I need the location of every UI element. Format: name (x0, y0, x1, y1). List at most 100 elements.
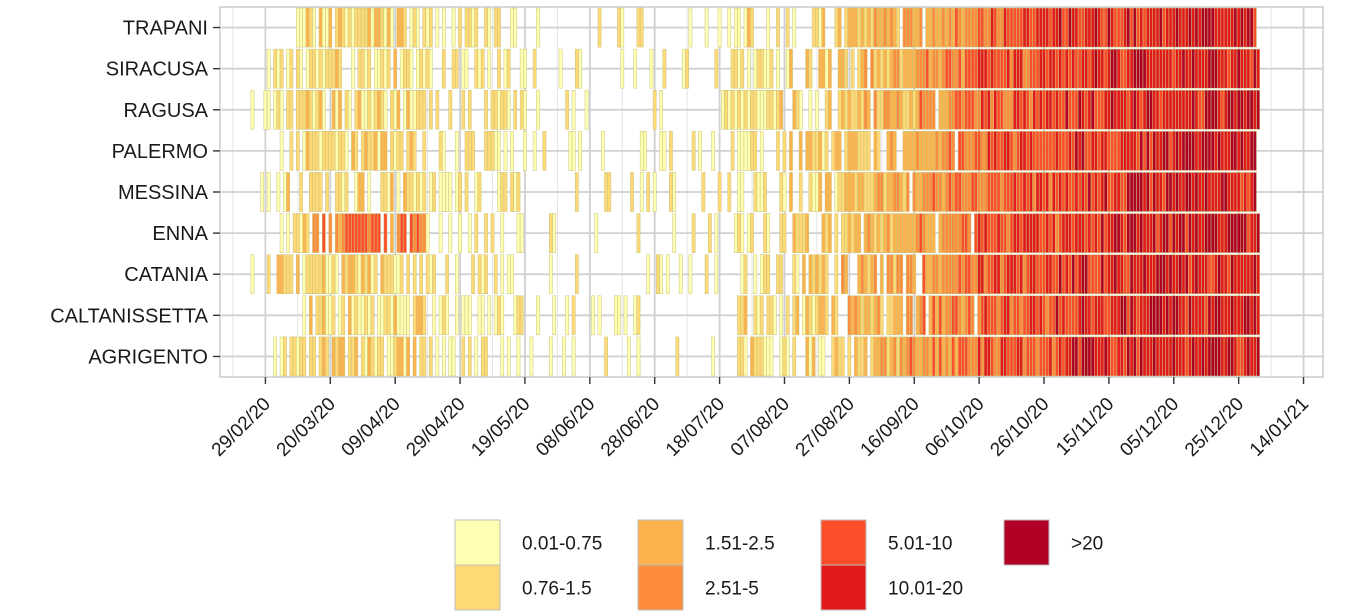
heatmap-cell (1045, 254, 1050, 294)
heatmap-cell (746, 131, 751, 171)
heatmap-cell (338, 295, 342, 336)
heatmap-cell (347, 213, 352, 253)
heatmap-cell (1012, 213, 1017, 253)
heatmap-cell (915, 7, 920, 48)
heatmap-cell (367, 131, 372, 171)
heatmap-cell (357, 90, 362, 130)
heatmap-cell (1162, 254, 1166, 294)
heatmap-cell (704, 254, 709, 294)
heatmap-cell (1029, 295, 1033, 336)
heatmap-cell (1178, 336, 1183, 377)
heatmap-cell (296, 213, 300, 253)
heatmap-cell (902, 90, 907, 130)
heatmap-cell (1136, 48, 1140, 89)
heatmap-cell (328, 7, 333, 48)
heatmap-cell (759, 254, 764, 294)
heatmap-cell (1126, 131, 1131, 171)
heatmap-cell (370, 254, 375, 294)
heatmap-cell (370, 7, 375, 48)
heatmap-cell (776, 90, 780, 130)
heatmap-cell (740, 48, 745, 89)
heatmap-cell (506, 336, 511, 377)
heatmap-cell (879, 90, 884, 130)
heatmap-cell (1204, 172, 1209, 212)
heatmap-cell (347, 254, 352, 294)
heatmap-cell (409, 213, 414, 253)
heatmap-cell (1158, 90, 1163, 130)
heatmap-cell (779, 90, 784, 130)
heatmap-cell (1149, 336, 1153, 377)
heatmap-cell (1149, 295, 1153, 336)
heatmap-cell (419, 172, 423, 212)
heatmap-cell (727, 7, 732, 48)
heatmap-cell (1038, 336, 1043, 377)
heatmap-cell (1126, 172, 1131, 212)
x-tick-label: 25/12/20 (1181, 394, 1248, 461)
heatmap-cell (344, 172, 349, 212)
heatmap-cell (756, 90, 761, 130)
heatmap-cell (1220, 336, 1225, 377)
heatmap-cell (1009, 172, 1014, 212)
heatmap-cell (854, 172, 858, 212)
heatmap-cell (493, 254, 498, 294)
heatmap-cell (487, 131, 492, 171)
heatmap-cell (938, 213, 943, 253)
heatmap-cell (1097, 213, 1101, 253)
heatmap-cell (571, 295, 576, 336)
heatmap-cell (792, 336, 797, 377)
heatmap-cell (344, 7, 349, 48)
heatmap-cell (954, 172, 959, 212)
heatmap-cell (1236, 131, 1241, 171)
heatmap-cell (737, 7, 741, 48)
x-tick-label: 08/06/20 (532, 394, 599, 461)
heatmap-cell (909, 254, 913, 294)
heatmap-cell (1126, 48, 1131, 89)
heatmap-cell (1168, 295, 1173, 336)
heatmap-cell (964, 90, 968, 130)
heatmap-cell (957, 90, 962, 130)
heatmap-cell (1019, 336, 1024, 377)
heatmap-cell (957, 336, 962, 377)
heatmap-cell (1243, 254, 1247, 294)
legend-label: >20 (1071, 534, 1103, 555)
heatmap-cell (766, 336, 771, 377)
heatmap-cell (935, 7, 939, 48)
heatmap-cell (263, 90, 268, 130)
heatmap-cell (1029, 336, 1033, 377)
heatmap-cell (905, 131, 910, 171)
legend-label: 5.01-10 (888, 534, 952, 555)
heatmap-cell (1253, 131, 1257, 171)
heatmap-cell (1256, 295, 1260, 336)
heatmap-cell (850, 213, 855, 253)
heatmap-cell (944, 172, 949, 212)
heatmap-cell (915, 131, 920, 171)
heatmap-cell (477, 295, 482, 336)
heatmap-cell (390, 90, 394, 130)
heatmap-cell (429, 172, 433, 212)
heatmap-cell (714, 48, 719, 89)
heatmap-cell (1081, 295, 1085, 336)
heatmap-cell (889, 254, 894, 294)
heatmap-cell (412, 172, 417, 212)
heatmap-cell (1204, 213, 1209, 253)
heatmap-cell (759, 131, 764, 171)
heatmap-cell (1220, 295, 1225, 336)
heatmap-cell (296, 90, 300, 130)
heatmap-cell (714, 213, 719, 253)
heatmap-cell (1016, 172, 1020, 212)
heatmap-cell (889, 48, 894, 89)
heatmap-cell (1061, 213, 1066, 253)
heatmap-cell (1006, 295, 1011, 336)
heatmap-cell (974, 254, 978, 294)
heatmap-cell (961, 90, 965, 130)
heatmap-cell (999, 254, 1004, 294)
heatmap-cell (1113, 131, 1118, 171)
heatmap-cell (1142, 7, 1147, 48)
heatmap-cell (273, 90, 277, 130)
heatmap-cell (1009, 90, 1014, 130)
heatmap-cell (380, 131, 385, 171)
heatmap-cell (659, 90, 664, 130)
heatmap-cell (996, 7, 1001, 48)
heatmap-cell (720, 90, 725, 130)
heatmap-cell (1110, 295, 1114, 336)
